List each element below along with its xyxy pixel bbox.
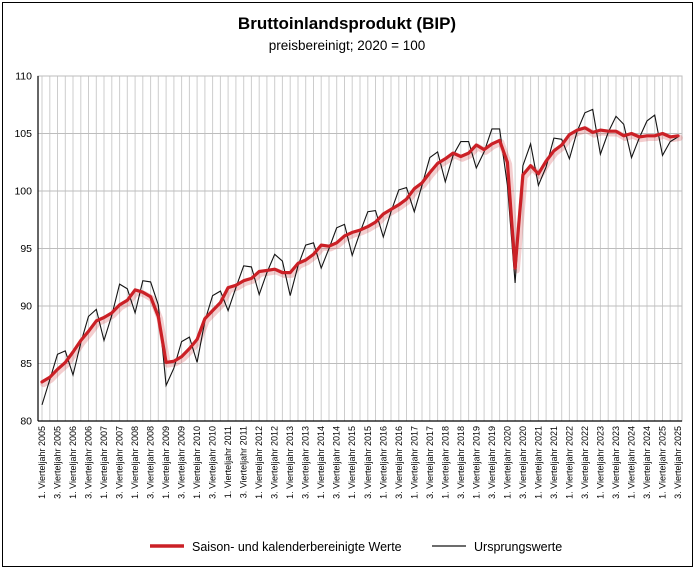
x-axis-tick-labels: 1. Vierteljahr 2005 3. Vierteljahr 2005 1.… [37, 426, 683, 499]
x-tick-label: 1. Vierteljahr 2015 [347, 426, 357, 499]
x-tick-label: 3. Vierteljahr 2012 [270, 426, 280, 499]
x-tick-label: 3. Vierteljahr 2018 [456, 426, 466, 499]
x-tick-label: 1. Vierteljahr 2007 [99, 426, 109, 499]
adjusted-values-line [40, 126, 680, 384]
x-tick-label: 3. Vierteljahr 2024 [642, 426, 652, 499]
legend-original-label: Ursprungswerte [474, 540, 562, 554]
legend: Saison- und kalenderbereinigte Werte Urs… [150, 540, 562, 554]
x-tick-label: 3. Vierteljahr 2010 [208, 426, 218, 499]
x-tick-label: 1. Vierteljahr 2020 [502, 426, 512, 499]
axis-lines [37, 76, 682, 422]
x-tick-label: 1. Vierteljahr 2018 [440, 426, 450, 499]
x-tick-label: 3. Vierteljahr 2020 [518, 426, 528, 499]
x-tick-label: 3. Vierteljahr 2005 [53, 426, 63, 499]
x-tick-label: 1. Vierteljahr 2011 [223, 426, 233, 498]
y-tick-label: 85 [20, 358, 32, 370]
x-tick-label: 3. Vierteljahr 2008 [146, 426, 156, 499]
x-tick-label: 3. Vierteljahr 2017 [425, 426, 435, 499]
x-tick-label: 1. Vierteljahr 2019 [471, 426, 481, 499]
x-tick-label: 3. Vierteljahr 2016 [394, 426, 404, 499]
y-axis-tick-labels: 80 85 90 95 100 105 110 [14, 71, 32, 428]
chart-subtitle: preisbereinigt; 2020 = 100 [269, 38, 426, 53]
x-tick-label: 3. Vierteljahr 2014 [332, 426, 342, 499]
x-tick-label: 1. Vierteljahr 2014 [316, 426, 326, 499]
x-tick-label: 1. Vierteljahr 2025 [658, 426, 668, 499]
x-tick-label: 1. Vierteljahr 2017 [409, 426, 419, 499]
x-tick-label: 1. Vierteljahr 2013 [285, 426, 295, 499]
x-tick-label: 1. Vierteljahr 2023 [595, 426, 605, 499]
chart-title: Bruttoinlandsprodukt (BIP) [238, 14, 456, 33]
x-tick-label: 1. Vierteljahr 2021 [533, 426, 543, 499]
x-tick-label: 1. Vierteljahr 2009 [161, 426, 171, 499]
x-tick-label: 3. Vierteljahr 2021 [549, 426, 559, 499]
x-tick-label: 1. Vierteljahr 2008 [130, 426, 140, 499]
x-tick-label: 3. Vierteljahr 2013 [301, 426, 311, 499]
x-tick-label: 3. Vierteljahr 2022 [580, 426, 590, 499]
adjusted-series-shadow [40, 126, 683, 388]
x-tick-label: 3. Vierteljahr 2023 [611, 426, 621, 499]
x-tick-label: 3. Vierteljahr 2009 [177, 426, 187, 499]
y-tick-label: 95 [20, 243, 32, 255]
x-tick-label: 1. Vierteljahr 2012 [254, 426, 264, 499]
data-series [40, 108, 683, 406]
x-tick-label: 3. Vierteljahr 2006 [84, 426, 94, 499]
y-tick-label: 105 [14, 128, 32, 140]
x-tick-label: 1. Vierteljahr 2024 [627, 426, 637, 499]
x-tick-label: 3. Vierteljahr 2011 [239, 426, 249, 498]
y-tick-label: 110 [15, 71, 32, 83]
x-tick-label: 1. Vierteljahr 2010 [192, 426, 202, 499]
x-tick-label: 1. Vierteljahr 2016 [378, 426, 388, 499]
x-tick-label: 3. Vierteljahr 2019 [487, 426, 497, 499]
x-tick-label: 3. Vierteljahr 2007 [115, 426, 125, 499]
x-tick-label: 3. Vierteljahr 2015 [363, 426, 373, 499]
y-tick-label: 80 [20, 416, 32, 428]
y-tick-label: 90 [20, 301, 32, 313]
legend-adjusted-label: Saison- und kalenderbereinigte Werte [192, 540, 402, 554]
x-tick-label: 1. Vierteljahr 2005 [37, 426, 47, 499]
original-values-line [41, 108, 679, 406]
y-tick-label: 100 [14, 186, 32, 198]
x-tick-label: 1. Vierteljahr 2006 [68, 426, 78, 499]
x-tick-label: 1. Vierteljahr 2022 [564, 426, 574, 499]
x-tick-label: 3. Vierteljahr 2025 [673, 426, 683, 499]
